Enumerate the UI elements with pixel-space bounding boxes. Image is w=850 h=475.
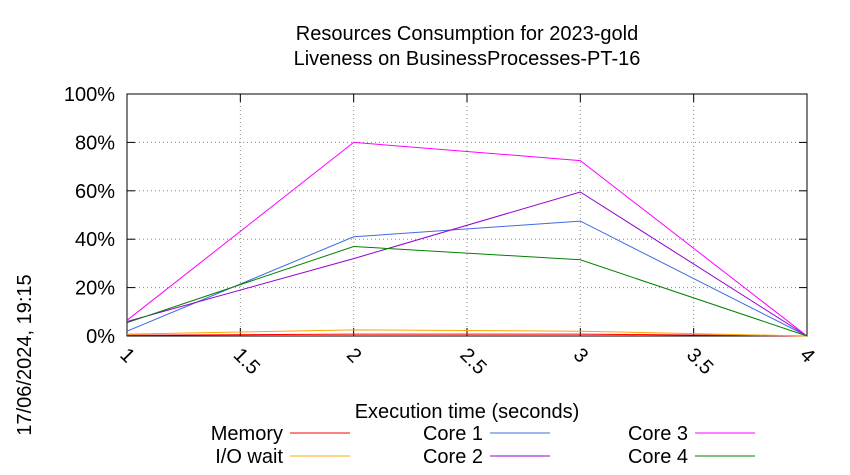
grid-lines: [126, 93, 808, 337]
legend-label: Core 2: [423, 446, 483, 468]
chart-subtitle: Liveness on BusinessProcesses-PT-16: [294, 48, 641, 70]
series-line-core-4: [126, 245, 808, 337]
series-line-core-2: [126, 191, 808, 337]
legend-label: Core 3: [628, 423, 688, 445]
x-tick-label: 2: [342, 344, 365, 367]
x-axis-label: Execution time (seconds): [355, 401, 580, 423]
x-tick-label: 3: [569, 344, 592, 367]
y-tick-label: 20%: [75, 278, 115, 300]
x-tick-label: 1.5: [229, 344, 264, 379]
y-tick-label: 80%: [75, 132, 115, 154]
y-tick-label: 60%: [75, 181, 115, 203]
legend-label: Memory: [211, 423, 283, 445]
y-tick-label: 0%: [86, 326, 115, 348]
x-tick-label: 3.5: [682, 344, 717, 379]
x-tick-label: 2.5: [455, 344, 490, 379]
chart-title: Resources Consumption for 2023-gold: [296, 23, 638, 45]
series-line-memory: [126, 333, 808, 337]
legend-label: Core 1: [423, 423, 483, 445]
timestamp-label: 17/06/2024, 19:15: [14, 274, 36, 435]
y-tick-label: 40%: [75, 229, 115, 251]
series-lines: [126, 141, 808, 337]
series-line-core-1: [126, 220, 808, 337]
series-line-core-3: [126, 141, 808, 337]
x-tick-label: 4: [795, 344, 818, 367]
series-line-i-o-wait: [126, 329, 808, 337]
legend-label: I/O wait: [215, 446, 283, 468]
y-tick-label: 100%: [64, 84, 115, 106]
x-tick-label: 1: [115, 344, 138, 367]
legend-label: Core 4: [628, 446, 688, 468]
y-axis-ticks: 0% 20% 40% 60% 80% 100%: [64, 84, 807, 348]
